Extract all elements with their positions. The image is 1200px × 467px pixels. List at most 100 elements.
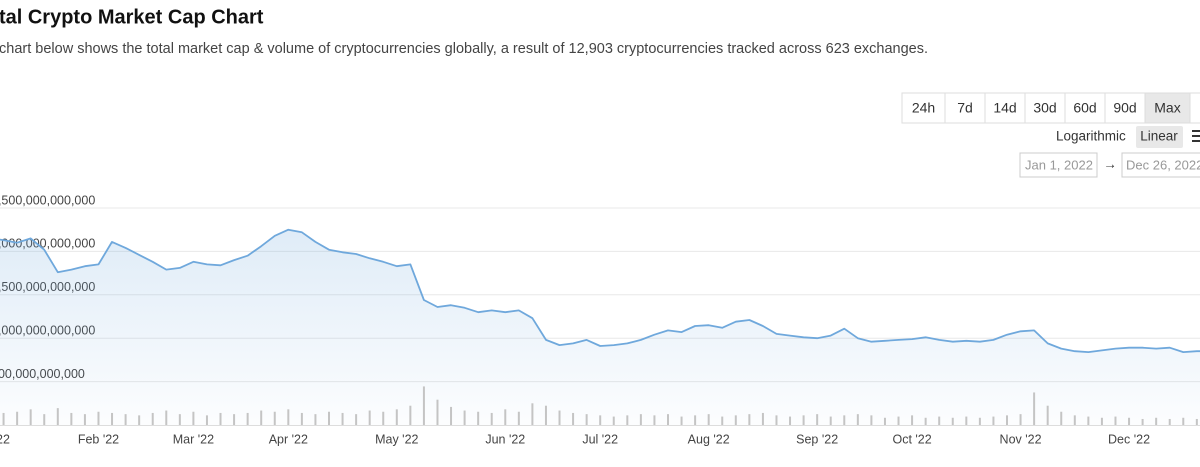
volume-bar [897,416,900,425]
volume-bar [951,417,954,425]
x-tick-label: Jun '22 [485,432,525,446]
scale-button-label[interactable]: Linear [1140,129,1178,144]
volume-bar [978,417,981,425]
volume-bar [409,405,412,425]
volume-bar [1128,417,1131,425]
volume-bar [1182,417,1185,425]
volume-bar [856,414,859,425]
volume-bar [341,412,344,425]
market-cap-line [0,228,1200,353]
volume-bar [56,408,59,425]
x-tick-label: May '22 [375,432,418,446]
volume-bar [558,410,561,425]
x-tick-label: Nov '22 [1000,432,1042,446]
volume-bar [924,417,927,425]
volume-bar [111,412,114,425]
volume-bar [43,414,46,425]
range-button[interactable] [1144,92,1191,124]
plot: 500,000,000,0001,000,000,000,0001,500,00… [0,193,1200,446]
chart-subtitle: The chart below shows the total market c… [0,41,928,57]
range-button-label[interactable]: Max [1154,100,1180,116]
volume-bar [1155,417,1158,425]
x-tick-label: Oct '22 [892,432,931,446]
volume-bar [70,412,73,425]
date-to[interactable]: Dec 26, 2022 [1126,157,1200,172]
volume-bar [355,414,358,425]
volume-bar [639,414,642,425]
volume-bar [395,409,398,425]
volume-bar [477,411,480,425]
scale-button-label[interactable]: Logarithmic [1056,129,1126,144]
volume-bar [544,405,547,425]
date-input[interactable] [1019,152,1098,178]
range-button-label[interactable]: 30d [1033,100,1056,116]
volume-bar [314,414,317,425]
range-button-label[interactable]: 14d [993,100,1016,116]
volume-bar [707,414,710,425]
volume-bar [802,415,805,425]
volume-bar [911,415,914,425]
volume-bar [870,415,873,425]
range-button-label[interactable]: 60d [1073,100,1096,116]
volume-bar [1033,392,1036,425]
date-from[interactable]: Jan 1, 2022 [1025,157,1093,172]
range-button[interactable] [1024,92,1066,124]
volume-bar [680,416,683,425]
volume-bar [2,412,5,425]
volume-bar [789,416,792,425]
volume-bar [1141,418,1144,425]
volume-bar [260,410,263,425]
volume-bar [490,412,493,425]
range-button[interactable] [1064,92,1106,124]
x-tick-label: Jul '22 [582,432,618,446]
volume-bar [612,416,615,425]
volume-bar [816,414,819,425]
volume-bar [585,414,588,425]
volume-bar [517,411,520,425]
controls: 24h 7d 14d 30d 60d 90d Max Logarithmic Linear Jan… [901,92,1200,178]
range-button[interactable] [944,92,986,124]
volume-bar [83,414,86,425]
scale-button-active[interactable] [1136,126,1183,148]
x-tick-label: Feb '22 [78,432,119,446]
volume-bar [1114,416,1117,425]
volume-bar [138,415,141,425]
volume-bar [572,412,575,425]
volume-bar [300,412,303,425]
chart-title: Total Crypto Market Cap Chart [0,6,264,28]
volume-bar [694,415,697,425]
volume-bar [626,415,629,425]
volume-bar [246,412,249,425]
range-button-label[interactable]: 90d [1113,100,1136,116]
volume-bar [1073,415,1076,425]
volume-bar [450,406,453,425]
volume-bar [883,417,886,425]
volume-bar [16,411,19,425]
volume-bar [328,411,330,425]
date-input[interactable] [1121,152,1200,178]
volume-bar [1100,417,1103,425]
volume-bar [151,412,154,425]
volume-bar [721,416,724,425]
volume-bar [1195,418,1198,425]
x-tick-label: Jan '22 [0,432,10,446]
volume-bar [734,415,737,425]
x-tick-label: Aug '22 [688,432,730,446]
volume-bar [463,410,466,425]
volume-bar [531,403,534,425]
volume-bar [273,411,276,425]
range-button[interactable] [984,92,1026,124]
volume-bar [205,415,208,425]
volume-bar [368,410,371,425]
volume-bar [748,414,751,425]
volume-bar [1019,414,1022,425]
range-button-label[interactable]: 7d [957,100,973,116]
volume-bar [761,412,764,425]
range-button[interactable] [1104,92,1146,124]
range-button-label[interactable]: 24h [912,100,935,116]
volume-bar [992,416,995,425]
volume-bar [29,409,32,425]
